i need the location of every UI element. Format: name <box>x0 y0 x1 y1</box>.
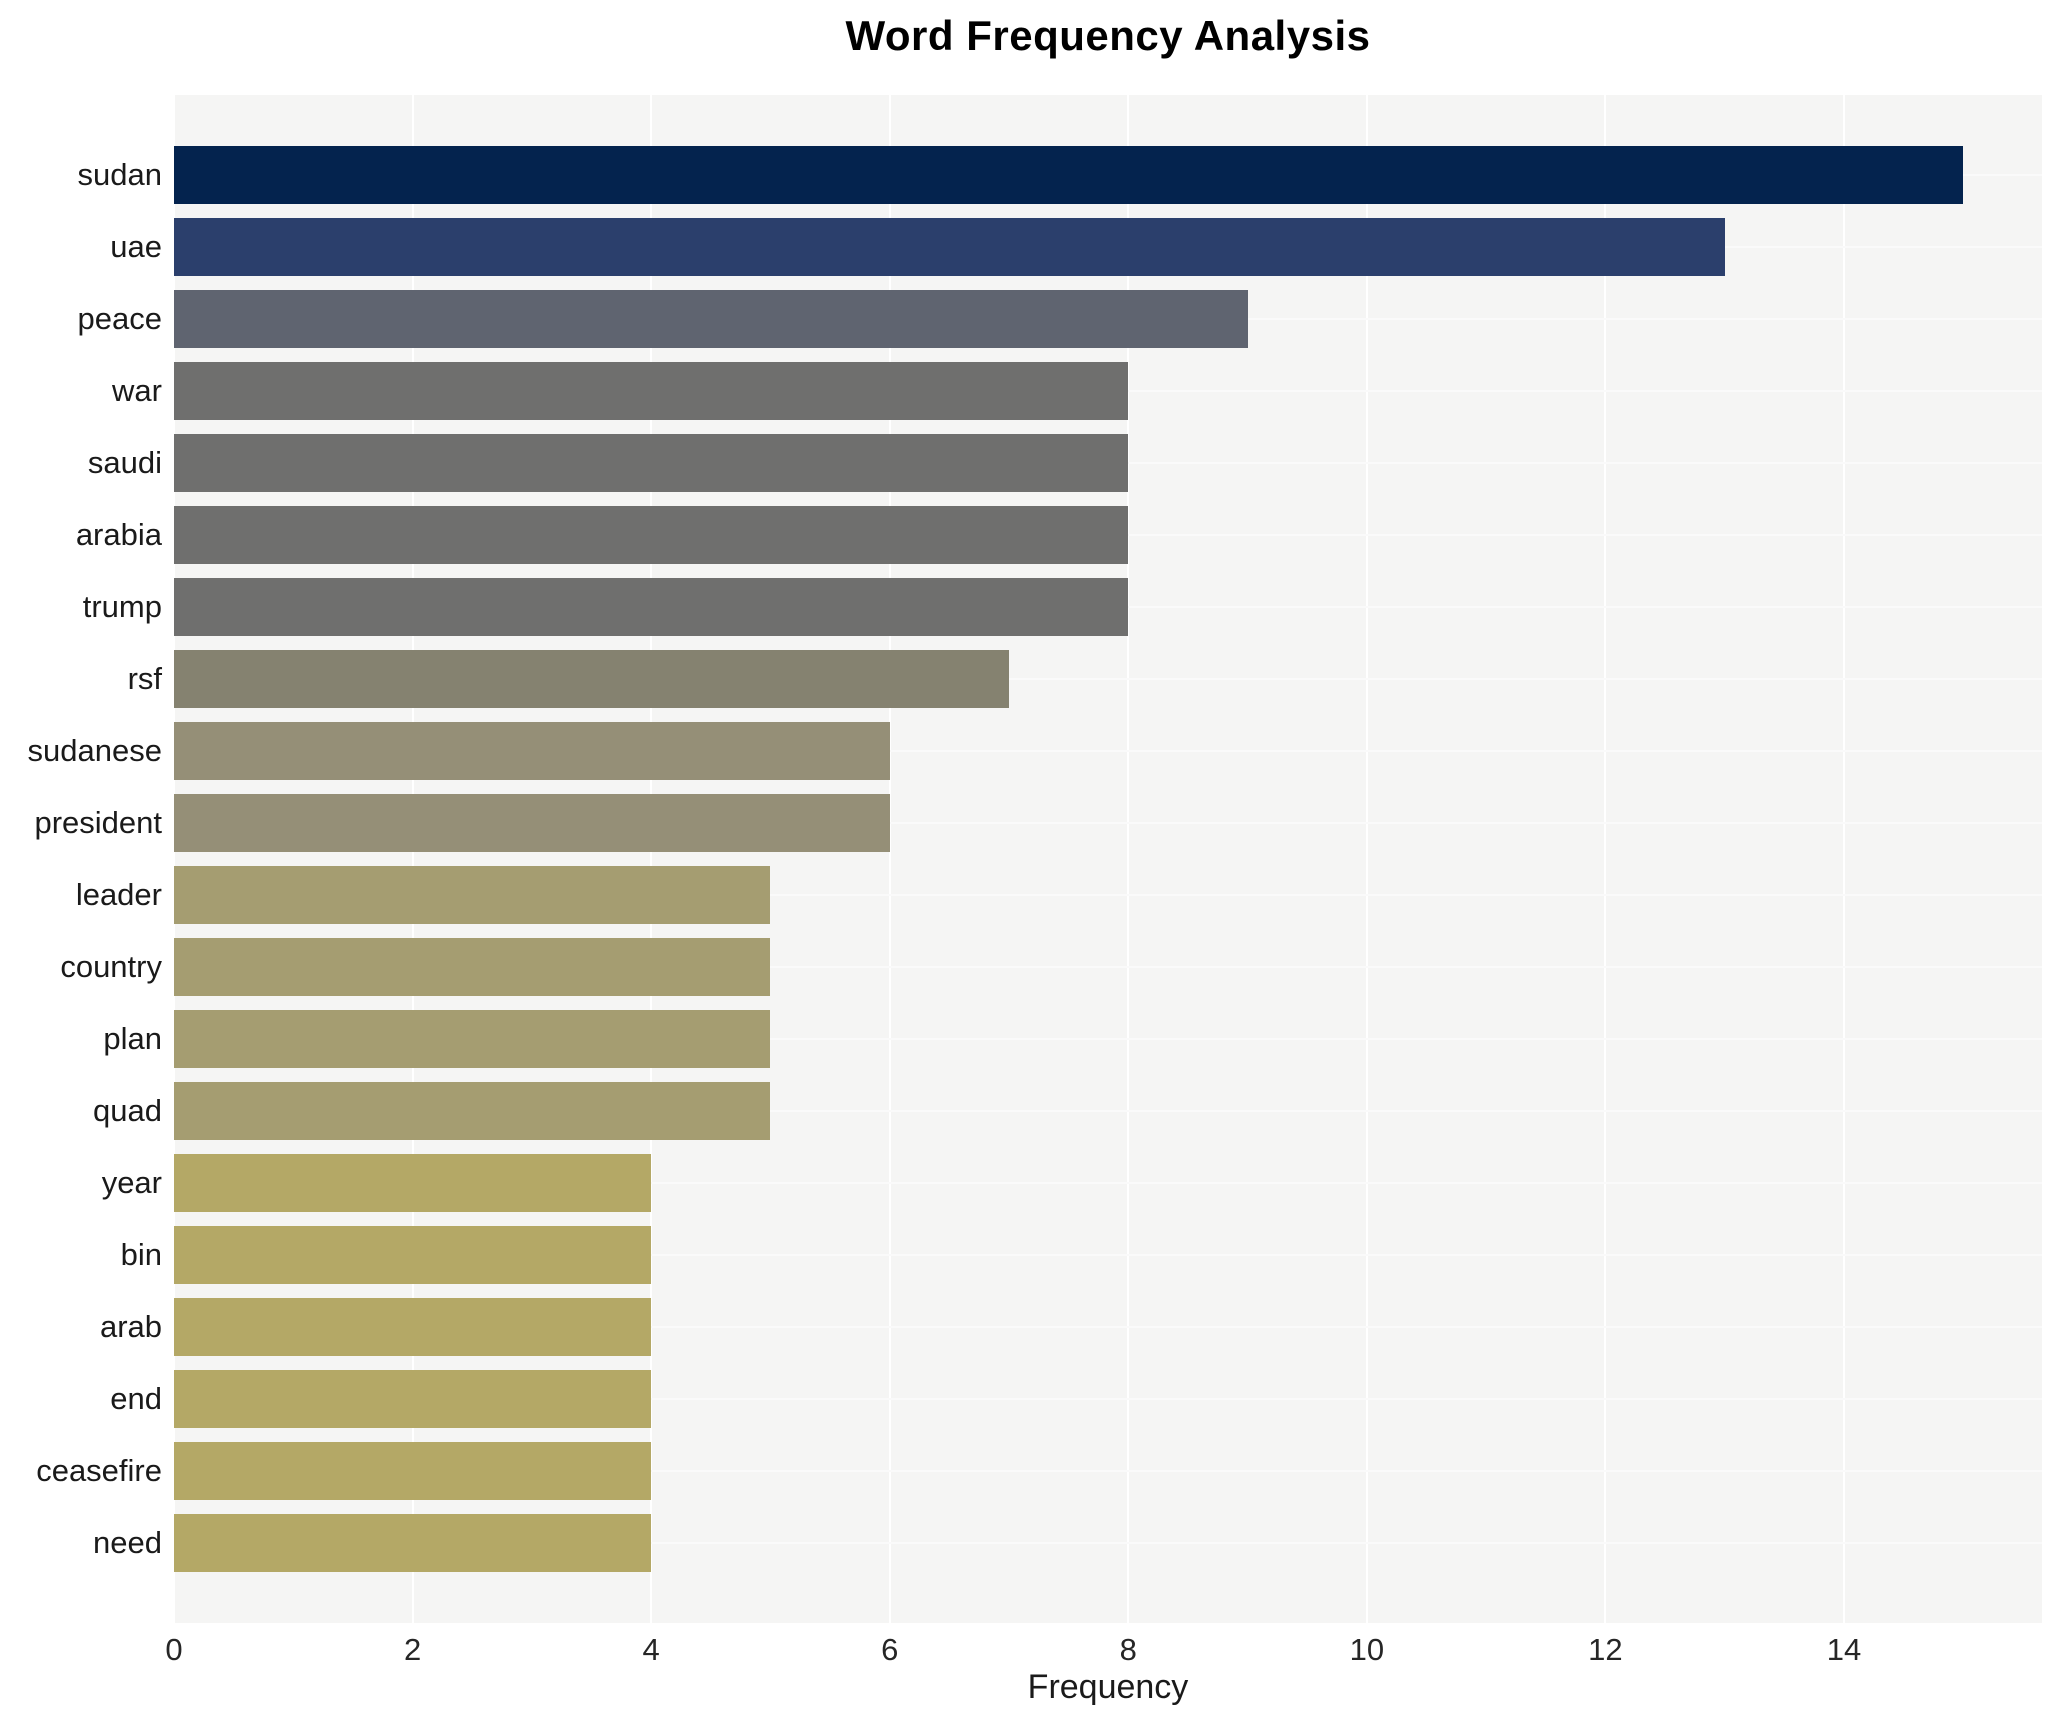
y-tick-label-trump: trump <box>82 589 162 624</box>
vertical-gridline <box>1127 95 1130 1623</box>
vertical-gridline <box>411 95 414 1623</box>
bar-row <box>174 427 2042 499</box>
y-tick-label-quad: quad <box>93 1093 162 1128</box>
bars-container <box>174 139 2042 1579</box>
y-tick-label-need: need <box>93 1525 162 1560</box>
y-tick-label-plan: plan <box>103 1021 162 1056</box>
bar-row <box>174 715 2042 787</box>
bar-need <box>174 1514 652 1572</box>
vertical-gridline <box>1842 95 1845 1623</box>
y-tick-label-sudanese: sudanese <box>27 733 162 768</box>
horizontal-gridline <box>174 894 2042 896</box>
vertical-gridline <box>1365 95 1368 1623</box>
x-tick-label-12: 12 <box>1588 1632 1623 1667</box>
horizontal-gridline <box>174 966 2042 968</box>
y-tick-label-arabia: arabia <box>75 517 162 552</box>
bar-bin <box>174 1226 652 1284</box>
chart-title: Word Frequency Analysis <box>845 12 1371 59</box>
bar-rsf <box>174 650 1009 708</box>
bar-arabia <box>174 506 1129 564</box>
x-tick-label-0: 0 <box>165 1632 183 1667</box>
bar-row <box>174 283 2042 355</box>
x-tick-label-4: 4 <box>642 1632 660 1667</box>
bar-row <box>174 1003 2042 1075</box>
bar-row <box>174 571 2042 643</box>
horizontal-gridline <box>174 822 2042 824</box>
y-tick-label-president: president <box>34 805 162 840</box>
bar-row <box>174 139 2042 211</box>
bar-row <box>174 1147 2042 1219</box>
horizontal-gridline <box>174 678 2042 680</box>
bar-row <box>174 1435 2042 1507</box>
vertical-gridline <box>1604 95 1607 1623</box>
bar-president <box>174 794 890 852</box>
bar-row <box>174 1291 2042 1363</box>
y-tick-label-country: country <box>60 949 162 984</box>
bar-row <box>174 1075 2042 1147</box>
y-tick-label-end: end <box>110 1381 162 1416</box>
bar-row <box>174 859 2042 931</box>
x-tick-label-8: 8 <box>1119 1632 1137 1667</box>
bar-sudanese <box>174 722 890 780</box>
vertical-gridline <box>650 95 653 1623</box>
y-tick-label-uae: uae <box>110 229 162 264</box>
bar-row <box>174 1507 2042 1579</box>
bar-end <box>174 1370 652 1428</box>
bar-row <box>174 211 2042 283</box>
y-tick-label-peace: peace <box>77 301 162 336</box>
bar-sudan <box>174 146 1964 204</box>
horizontal-gridline <box>174 1182 2042 1184</box>
bar-plan <box>174 1010 771 1068</box>
vertical-gridline <box>173 95 175 1623</box>
horizontal-gridline <box>174 1326 2042 1328</box>
bar-leader <box>174 866 771 924</box>
vertical-gridline <box>888 95 891 1623</box>
bar-country <box>174 938 771 996</box>
horizontal-gridline <box>174 1038 2042 1040</box>
horizontal-gridline <box>174 1398 2042 1400</box>
horizontal-gridline <box>174 1542 2042 1544</box>
y-tick-label-sudan: sudan <box>77 157 162 192</box>
y-tick-label-leader: leader <box>75 877 162 912</box>
bar-uae <box>174 218 1725 276</box>
plot-area <box>173 95 2042 1623</box>
y-tick-label-rsf: rsf <box>127 661 162 696</box>
bar-year <box>174 1154 652 1212</box>
bar-row <box>174 355 2042 427</box>
y-tick-label-arab: arab <box>99 1309 162 1344</box>
y-tick-label-saudi: saudi <box>87 445 162 480</box>
bar-row <box>174 931 2042 1003</box>
bar-row <box>174 643 2042 715</box>
x-tick-label-2: 2 <box>403 1632 422 1667</box>
bar-peace <box>174 290 1248 348</box>
bar-row <box>174 1219 2042 1291</box>
bar-quad <box>174 1082 771 1140</box>
bar-row <box>174 787 2042 859</box>
bar-saudi <box>174 434 1129 492</box>
bar-row <box>174 499 2042 571</box>
bar-row <box>174 1363 2042 1435</box>
bar-trump <box>174 578 1129 636</box>
horizontal-gridline <box>174 1470 2042 1472</box>
horizontal-gridline <box>174 1110 2042 1112</box>
x-tick-label-6: 6 <box>881 1632 899 1667</box>
y-tick-label-year: year <box>101 1165 162 1200</box>
x-axis-title: Frequency <box>1027 1668 1189 1706</box>
x-tick-label-14: 14 <box>1826 1632 1862 1667</box>
bar-war <box>174 362 1129 420</box>
y-tick-label-ceasefire: ceasefire <box>36 1453 162 1488</box>
x-tick-label-10: 10 <box>1349 1632 1385 1667</box>
y-tick-label-bin: bin <box>120 1237 162 1272</box>
bar-ceasefire <box>174 1442 652 1500</box>
horizontal-gridline <box>174 1254 2042 1256</box>
bar-arab <box>174 1298 652 1356</box>
y-tick-label-war: war <box>112 373 162 408</box>
horizontal-gridline <box>174 750 2042 752</box>
